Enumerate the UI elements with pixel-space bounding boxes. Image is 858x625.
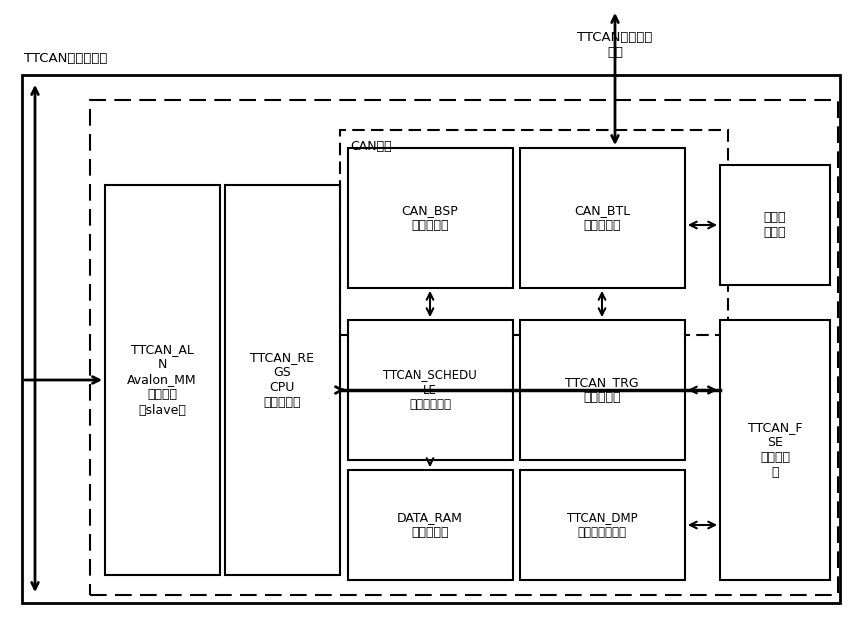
- Text: TTCAN_RE
GS
CPU
控制寄存器: TTCAN_RE GS CPU 控制寄存器: [250, 351, 314, 409]
- Text: TTCAN总线控制器: TTCAN总线控制器: [24, 52, 107, 65]
- Bar: [105, 185, 220, 575]
- Bar: [720, 165, 830, 285]
- Text: CAN核心: CAN核心: [350, 139, 391, 152]
- Bar: [348, 320, 513, 460]
- Bar: [520, 148, 685, 288]
- Text: CAN_BSP
位流处理器: CAN_BSP 位流处理器: [402, 204, 458, 232]
- Bar: [340, 130, 728, 335]
- Bar: [520, 320, 685, 460]
- Bar: [22, 75, 840, 603]
- Text: TTCAN_DMP
数据报文处理器: TTCAN_DMP 数据报文处理器: [566, 511, 637, 539]
- Bar: [348, 470, 513, 580]
- Text: 波特率
分频器: 波特率 分频器: [764, 211, 786, 239]
- Bar: [720, 320, 830, 580]
- Text: TTCAN_TRG
触发控制器: TTCAN_TRG 触发控制器: [565, 376, 639, 404]
- Text: TTCAN外部输入
输出: TTCAN外部输入 输出: [577, 31, 653, 59]
- Text: TTCAN_SCHEDU
LE
调度表存储器: TTCAN_SCHEDU LE 调度表存储器: [384, 369, 477, 411]
- Text: CAN_BTL
位定时逻辑: CAN_BTL 位定时逻辑: [574, 204, 630, 232]
- Text: TTCAN_AL
N
Avalon_MM
总线接口
（slave）: TTCAN_AL N Avalon_MM 总线接口 （slave）: [127, 344, 196, 416]
- Bar: [348, 148, 513, 288]
- Text: DATA_RAM
数据存储器: DATA_RAM 数据存储器: [397, 511, 463, 539]
- Bar: [520, 470, 685, 580]
- Bar: [225, 185, 340, 575]
- Bar: [90, 100, 838, 595]
- Text: TTCAN_F
SE
帧同步模
块: TTCAN_F SE 帧同步模 块: [748, 421, 802, 479]
